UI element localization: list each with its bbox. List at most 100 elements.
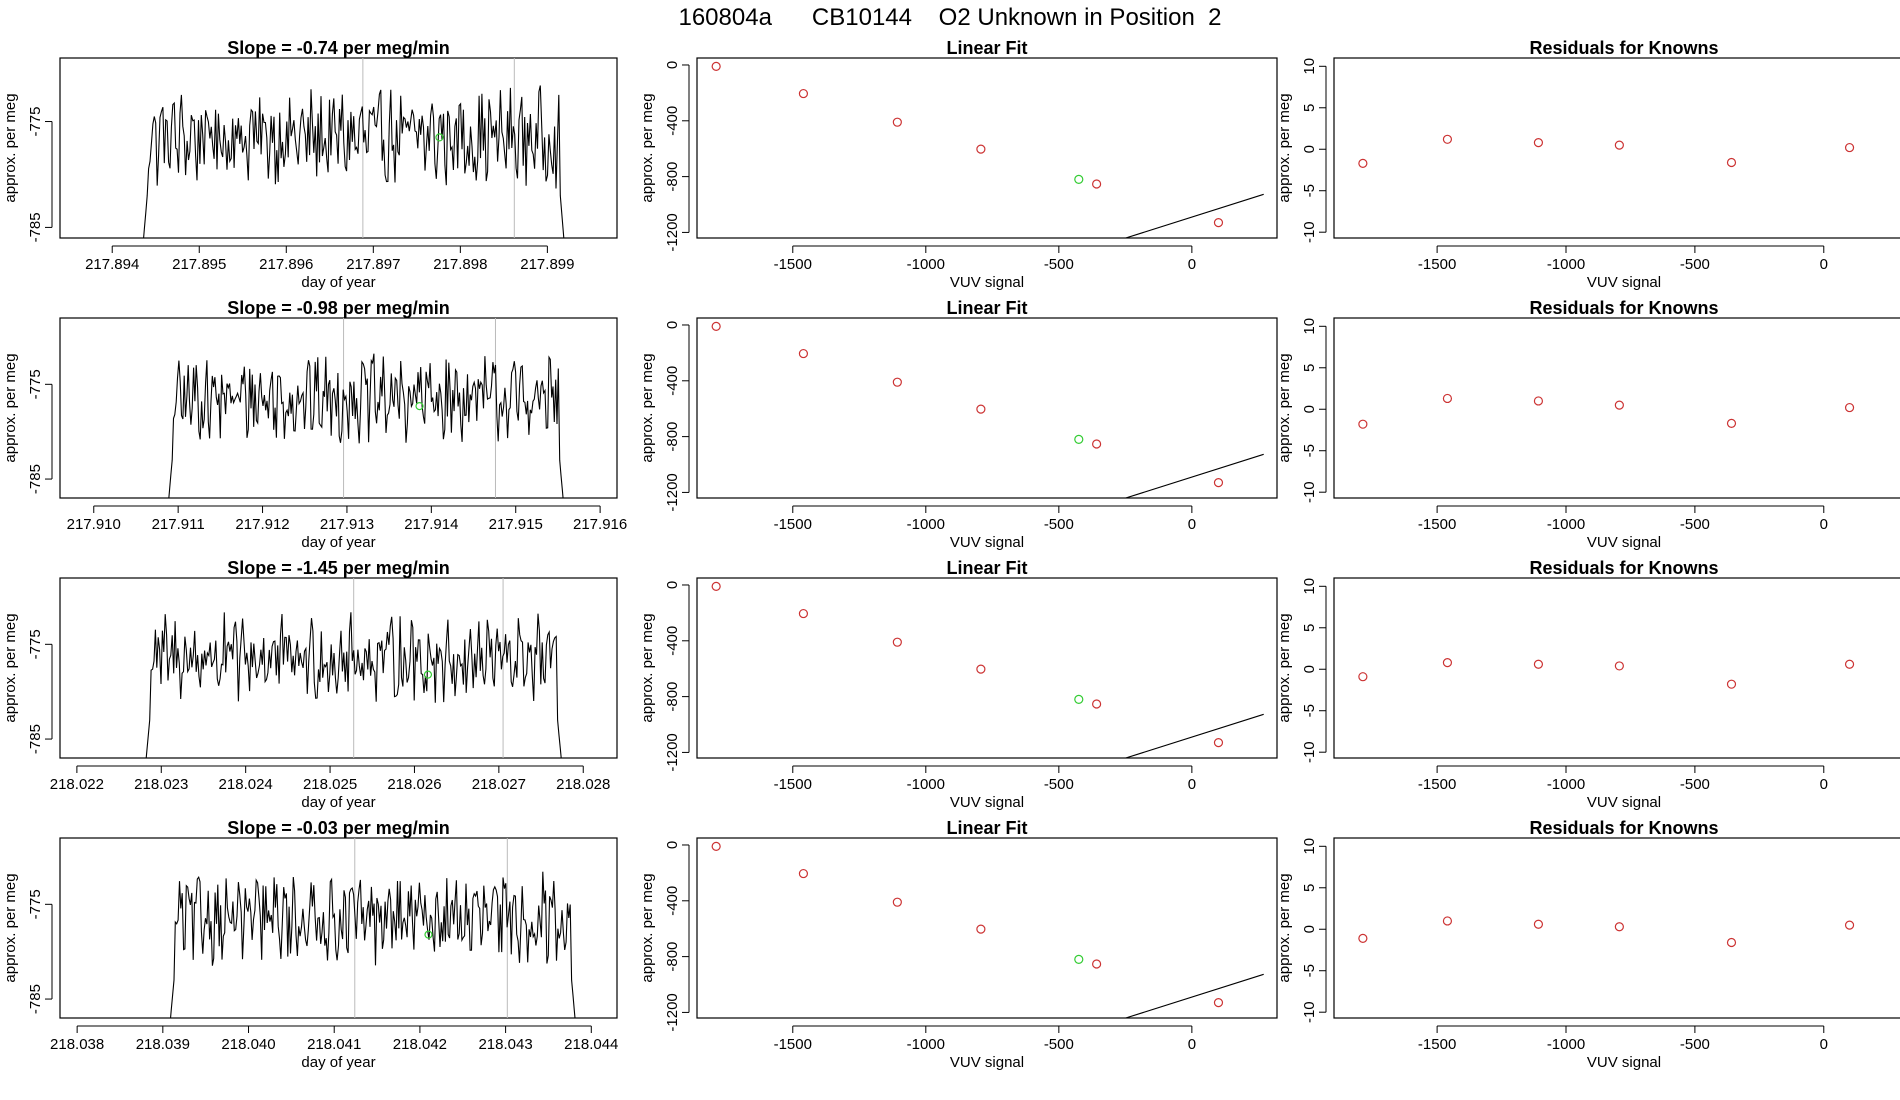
- y-axis-label: approx. per meg: [639, 93, 656, 202]
- y-tick-label: -400: [664, 106, 681, 136]
- y-tick-label: -800: [664, 162, 681, 192]
- y-axis-label: approx. per meg: [1276, 353, 1293, 462]
- residual-point: [1844, 659, 1855, 669]
- plot-frame: [1333, 837, 1900, 1019]
- unknown-marker: [415, 402, 424, 411]
- x-tick-label: -1500: [774, 776, 812, 793]
- unknown-point: [1074, 174, 1084, 184]
- x-axis-label: VUV signal: [1587, 274, 1661, 291]
- residuals-panel-3: Residuals for Knowns VUV signal approx. pe…: [1276, 558, 1900, 811]
- x-tick-label: 0: [1188, 256, 1196, 273]
- residual-point: [1726, 679, 1737, 689]
- unknown-point: [1074, 434, 1084, 444]
- known-point: [711, 581, 721, 591]
- y-tick-label: 10: [1301, 838, 1318, 855]
- panel-title: Linear Fit: [946, 558, 1027, 578]
- y-tick-label: -400: [664, 626, 681, 656]
- panel-title: Residuals for Knowns: [1529, 298, 1718, 318]
- y-tick-label: -785: [27, 464, 44, 494]
- x-tick-label: 218.024: [219, 776, 273, 793]
- signal-trace-line: [168, 353, 564, 498]
- y-tick-label: -775: [27, 369, 44, 399]
- timeseries-panel-1: Slope = -0.74 per meg/min day of year appr…: [2, 38, 618, 291]
- y-tick-label: -775: [27, 107, 44, 137]
- x-tick-label: 217.912: [235, 516, 289, 533]
- x-tick-label: 217.895: [172, 256, 226, 273]
- data-layer: [1358, 393, 1855, 429]
- x-axis-label: day of year: [301, 534, 375, 551]
- y-tick-label: -785: [27, 984, 44, 1014]
- panel-title: Linear Fit: [946, 298, 1027, 318]
- timeseries-panel-2: Slope = -0.98 per meg/min day of year appr…: [2, 298, 627, 551]
- x-axis-label: VUV signal: [950, 1054, 1024, 1071]
- y-tick-label: -775: [27, 629, 44, 659]
- figure-title: 160804a CB10144 O2 Unknown in Position 2: [678, 4, 1222, 31]
- residual-point: [1726, 418, 1737, 428]
- y-axis-label: approx. per meg: [2, 93, 19, 202]
- x-tick-label: 0: [1188, 776, 1196, 793]
- x-tick-label: -1500: [774, 256, 812, 273]
- panel-title: Slope = -1.45 per meg/min: [227, 558, 450, 578]
- data-layer: [169, 838, 576, 1018]
- unknown-point: [1074, 954, 1084, 964]
- x-tick-label: -500: [1680, 516, 1710, 533]
- y-tick-label: -5: [1301, 704, 1318, 717]
- y-tick-label: -5: [1301, 184, 1318, 197]
- x-tick-label: 0: [1820, 1036, 1828, 1053]
- x-tick-label: 218.028: [556, 776, 610, 793]
- signal-trace-line: [145, 612, 562, 758]
- fit-line: [1123, 193, 1264, 238]
- known-point: [1213, 998, 1224, 1008]
- data-layer: [711, 321, 1264, 498]
- residual-point: [1533, 919, 1544, 929]
- unknown-point: [1074, 694, 1084, 704]
- panel-title: Linear Fit: [946, 38, 1027, 58]
- x-tick-label: 0: [1188, 516, 1196, 533]
- residual-point: [1442, 916, 1453, 926]
- y-tick-label: 0: [664, 321, 681, 329]
- timeseries-panel-3: Slope = -1.45 per meg/min day of year appr…: [2, 558, 618, 811]
- known-point: [1213, 478, 1224, 488]
- fit-line: [1123, 713, 1264, 758]
- panel-title: Slope = -0.74 per meg/min: [227, 38, 450, 58]
- residual-point: [1614, 400, 1624, 410]
- fit-line: [1123, 453, 1264, 498]
- data-layer: [711, 61, 1264, 238]
- data-layer: [168, 318, 564, 498]
- y-axis-label: approx. per meg: [639, 873, 656, 982]
- x-tick-label: -1000: [907, 516, 945, 533]
- plot-frame: [59, 57, 618, 239]
- fit-panel-4: Linear Fit VUV signal approx. per meg -1500…: [639, 818, 1278, 1071]
- plot-frame: [59, 837, 618, 1019]
- y-tick-label: -800: [664, 422, 681, 452]
- known-point: [1092, 179, 1102, 189]
- residual-point: [1358, 419, 1368, 429]
- data-layer: [143, 58, 565, 238]
- plot-frame: [1333, 577, 1900, 759]
- x-tick-label: 217.910: [67, 516, 121, 533]
- y-tick-label: -10: [1301, 741, 1318, 763]
- x-axis-label: VUV signal: [1587, 534, 1661, 551]
- x-tick-label: -1000: [1547, 776, 1585, 793]
- signal-trace-line: [143, 85, 565, 238]
- x-tick-label: 218.022: [50, 776, 104, 793]
- y-axis-label: approx. per meg: [2, 873, 19, 982]
- x-axis-label: VUV signal: [1587, 794, 1661, 811]
- known-point: [711, 321, 721, 331]
- plot-frame: [696, 57, 1278, 239]
- x-tick-label: 217.911: [152, 516, 205, 533]
- y-axis-label: approx. per meg: [1276, 93, 1293, 202]
- x-tick-label: -1000: [907, 256, 945, 273]
- panel-title: Residuals for Knowns: [1529, 818, 1718, 838]
- x-tick-label: 0: [1188, 1036, 1196, 1053]
- x-tick-label: -1000: [1547, 1036, 1585, 1053]
- x-tick-label: 217.894: [85, 256, 139, 273]
- x-tick-label: -1000: [1547, 516, 1585, 533]
- y-axis-label: approx. per meg: [2, 353, 19, 462]
- x-tick-label: -500: [1044, 1036, 1074, 1053]
- data-layer: [711, 841, 1264, 1018]
- residual-point: [1614, 140, 1624, 150]
- x-tick-label: -1500: [774, 1036, 812, 1053]
- plot-frame: [696, 837, 1278, 1019]
- x-tick-label: 218.025: [303, 776, 357, 793]
